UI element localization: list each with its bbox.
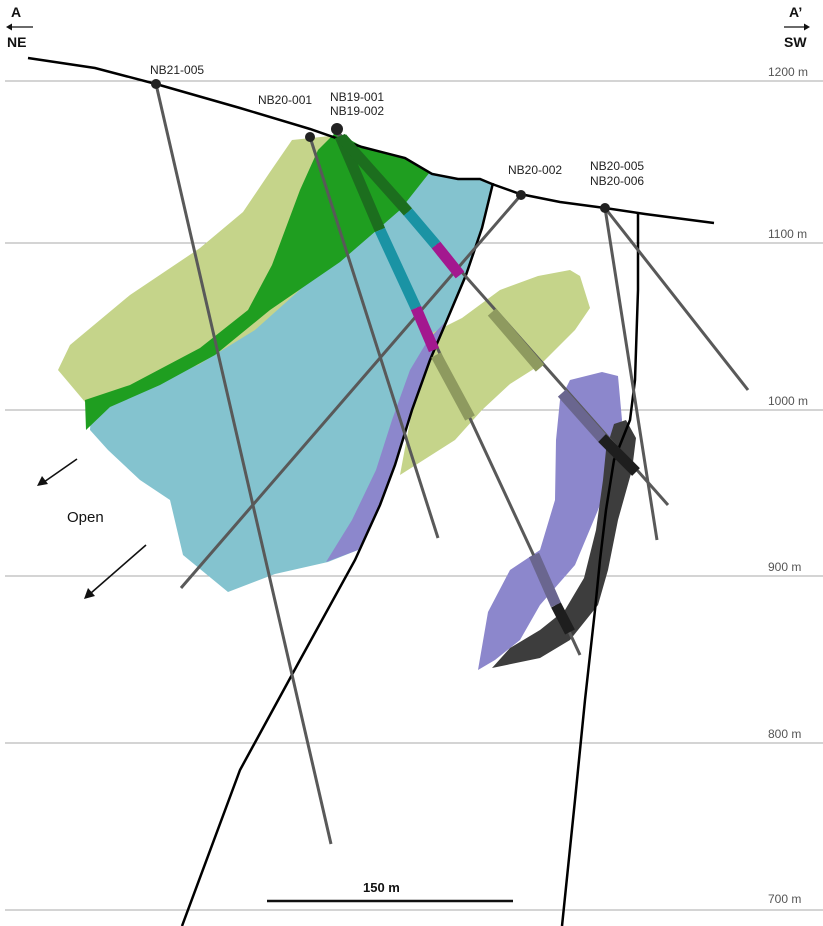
elevation-label-800: 800 m — [768, 727, 801, 741]
drillhole-nb21-005 — [154, 83, 333, 845]
intercept-teal-1 — [375, 227, 421, 311]
intercept-olive-1 — [431, 352, 475, 421]
intercept-slate-1 — [528, 552, 562, 608]
open-indicator: Open — [37, 458, 147, 599]
intercept-black-1 — [551, 602, 575, 635]
label-nb21-005: NB21-005 — [150, 63, 204, 77]
collar-nb20-001 — [305, 132, 315, 142]
open-arrow-2-icon — [84, 588, 95, 599]
faults — [180, 182, 640, 926]
label-nb20-005: NB20-005 — [590, 159, 644, 173]
elevation-label-1000: 1000 m — [768, 394, 808, 408]
direction-left: A NE — [6, 4, 33, 50]
drillhole-nb20-001 — [308, 136, 440, 539]
collar-nb20-005-006 — [600, 203, 610, 213]
collar-nb19-001-002 — [331, 123, 343, 135]
label-nb20-001: NB20-001 — [258, 93, 312, 107]
section-letter-left: A — [11, 4, 21, 20]
fault-west — [180, 182, 495, 926]
intercept-magenta-2 — [431, 241, 465, 279]
label-nb20-006: NB20-006 — [590, 174, 644, 188]
direction-sw: SW — [784, 34, 807, 50]
intercept-dark-green-1 — [334, 133, 386, 233]
purple-unit-body — [478, 372, 622, 670]
open-arrow-1-line — [43, 458, 78, 483]
intercept-teal-2 — [403, 208, 441, 249]
section-letter-right: A’ — [789, 4, 802, 20]
drillhole-collars — [151, 79, 610, 213]
elevation-label-700: 700 m — [768, 892, 801, 906]
elevation-label-1100: 1100 m — [768, 227, 807, 241]
drillhole-intercepts — [334, 133, 640, 635]
purple-unit-wedge — [326, 320, 447, 562]
scale-bar-label: 150 m — [363, 880, 400, 895]
label-nb19-002: NB19-002 — [330, 104, 384, 118]
fault-east — [560, 214, 640, 926]
arrow-left-icon — [6, 23, 12, 31]
label-nb20-002: NB20-002 — [508, 163, 562, 177]
collar-nb21-005 — [151, 79, 161, 89]
direction-right: A’ SW — [784, 4, 810, 50]
light-green-unit-lower — [400, 270, 590, 475]
intercept-dark-green-2 — [337, 134, 413, 216]
intercept-olive-2 — [487, 308, 545, 372]
arrow-right-icon — [804, 23, 810, 31]
drillhole-nb20-006 — [603, 207, 750, 391]
drillhole-nb20-002 — [179, 194, 523, 589]
open-label: Open — [67, 509, 104, 526]
drillhole-nb20-005 — [603, 207, 659, 541]
intercept-black-2 — [598, 434, 640, 476]
scale-bar: 150 m — [267, 880, 513, 903]
green-unit — [85, 132, 430, 430]
intercept-magenta-1 — [410, 305, 440, 353]
direction-ne: NE — [7, 34, 26, 50]
elevation-label-900: 900 m — [768, 560, 801, 574]
elevation-label-1200: 1200 m — [768, 65, 808, 79]
intercept-slate-2 — [557, 389, 607, 442]
label-nb19-001: NB19-001 — [330, 90, 384, 104]
collar-nb20-002 — [516, 190, 526, 200]
open-arrow-2-line — [90, 544, 147, 594]
topography-line — [27, 56, 715, 225]
open-arrow-1-icon — [37, 476, 48, 486]
